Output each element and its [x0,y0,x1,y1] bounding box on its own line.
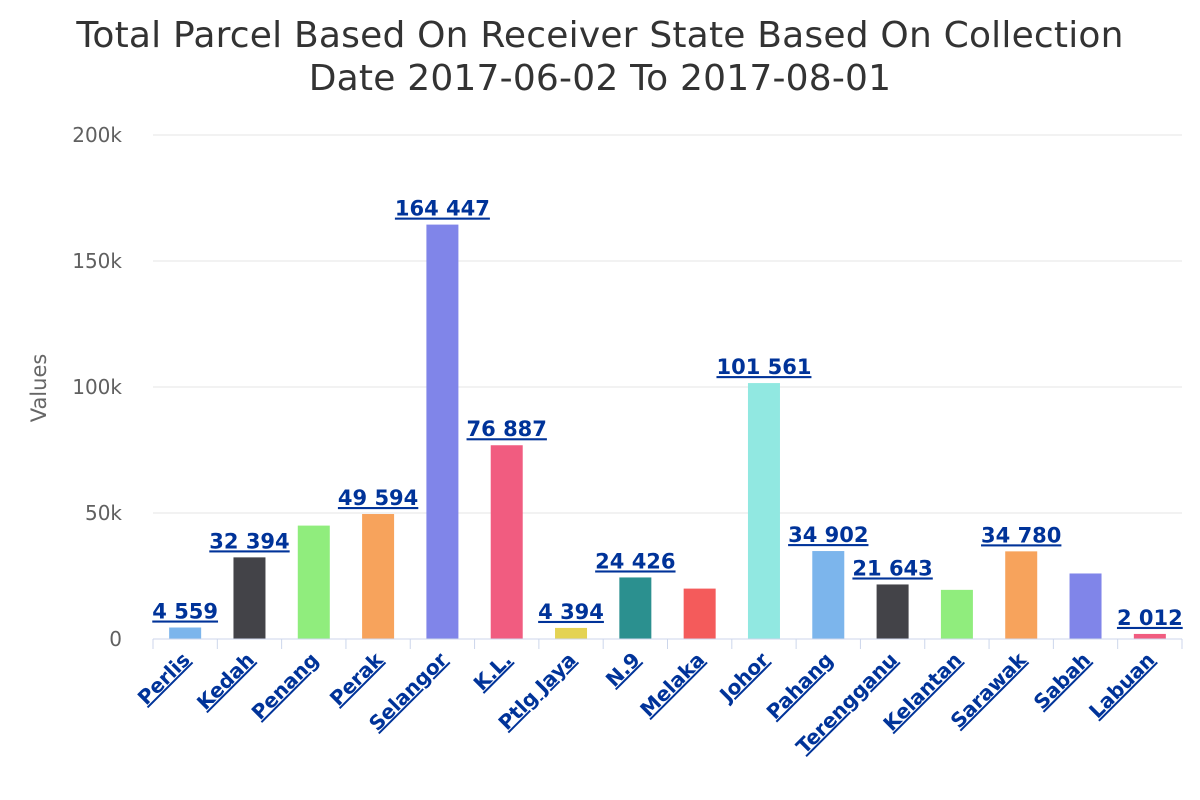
bar-sarawak[interactable] [1005,551,1037,639]
grid-lines [153,135,1182,513]
y-axis-title: Values [27,354,51,423]
data-label[interactable]: 32 394 [209,529,289,553]
bar-perlis[interactable] [169,628,201,639]
bar-penang[interactable] [298,526,330,639]
bar-n-9[interactable] [619,577,651,639]
bar-chart: 0 50k 100k 150k 200k Values 4 559 32 394 49 59… [0,0,1200,800]
bar-kelantan[interactable] [941,590,973,639]
data-label[interactable]: 4 559 [152,600,218,624]
bar-k-l[interactable] [491,445,523,639]
y-tick-label: 100k [72,375,122,399]
data-label[interactable]: 76 887 [467,417,547,441]
y-tick-label: 50k [85,501,122,525]
data-label[interactable]: 49 594 [338,486,418,510]
bar-ptlg-jaya[interactable] [555,628,587,639]
x-category-label[interactable]: Perak [325,647,388,710]
bar-selangor[interactable] [426,225,458,639]
data-label[interactable]: 34 780 [981,523,1061,547]
x-category-label[interactable]: Perlis [133,648,195,710]
bar-perak[interactable] [362,514,394,639]
x-category-label[interactable]: Johor [713,647,773,707]
y-tick-label: 200k [72,123,122,147]
data-label[interactable]: 101 561 [716,355,811,379]
bar-pahang[interactable] [812,551,844,639]
x-category-label[interactable]: K.L. [469,648,517,696]
x-category-label[interactable]: Penang [247,648,324,725]
x-axis-ticks [153,639,1182,649]
bar-kedah[interactable] [233,557,265,639]
bar-johor[interactable] [748,383,780,639]
y-axis-ticks: 0 50k 100k 150k 200k [72,123,122,651]
bar-melaka[interactable] [684,589,716,639]
x-category-label[interactable]: Melaka [635,648,709,722]
data-label[interactable]: 21 643 [852,556,932,580]
bar-sabah[interactable] [1070,573,1102,639]
data-label[interactable]: 34 902 [788,523,868,547]
data-label[interactable]: 24 426 [595,549,675,573]
data-label[interactable]: 2 012 [1117,606,1183,630]
y-tick-label: 150k [72,249,122,273]
x-category-label[interactable]: N.9 [601,648,645,692]
bars [169,225,1166,639]
bar-terengganu[interactable] [877,584,909,639]
x-category-label[interactable]: Labuan [1084,648,1159,723]
y-tick-label: 0 [109,627,122,651]
bar-labuan[interactable] [1134,634,1166,639]
data-label[interactable]: 4 394 [538,600,604,624]
data-label[interactable]: 164 447 [395,197,490,221]
